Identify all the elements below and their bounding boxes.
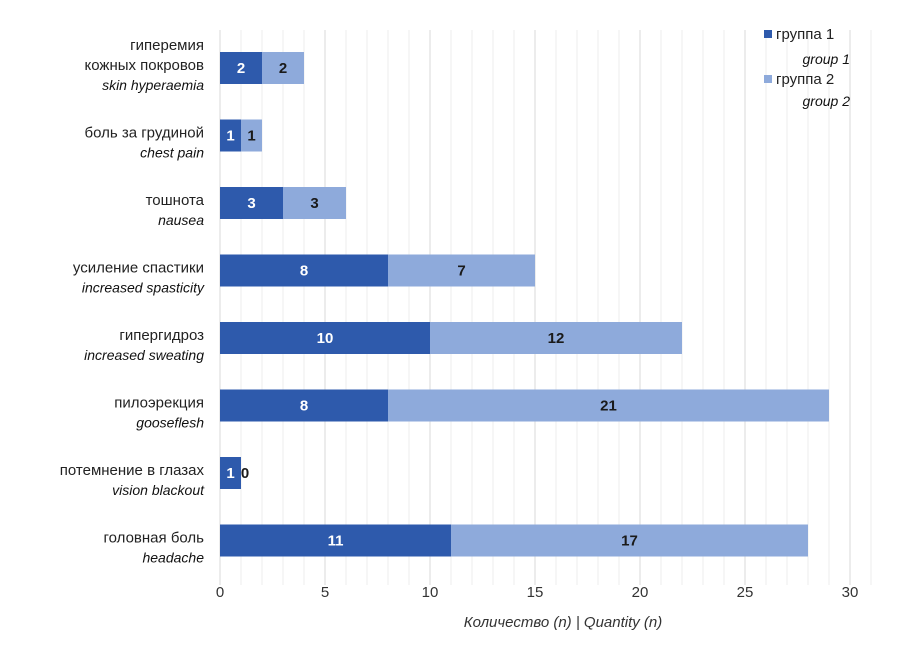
bar-value-label-group-2: 17 [621, 533, 638, 550]
bar-value-label-group-1: 11 [328, 533, 344, 550]
bar-value-label-group-1: 3 [247, 195, 255, 212]
bar-segment-group-1 [220, 457, 241, 489]
legend-label-group-2: группа 2 [776, 71, 834, 88]
x-tick-label: 20 [632, 584, 649, 601]
bar-value-label-group-2: 0 [241, 465, 249, 482]
x-axis-ticks: 0 5 10 15 20 25 30 [216, 584, 859, 601]
bars: 2 21 13 38 710 128 211 011 17 [220, 52, 829, 557]
bar-value-label-group-2: 21 [600, 398, 617, 415]
category-label-ru: гипергидроз [119, 327, 204, 344]
bar-segment-group-2 [451, 524, 808, 557]
bar-segment-group-1 [220, 389, 388, 422]
bar-segment-group-2 [241, 119, 262, 152]
category-label-ru: гиперемия [130, 37, 204, 54]
bar-value-label-group-2: 3 [310, 195, 318, 212]
category-label-en: chest pain [140, 145, 204, 161]
category-label-ru: потемнение в глазах [60, 462, 205, 479]
category-label-en: gooseflesh [136, 415, 204, 431]
bar-value-label-group-1: 2 [237, 60, 245, 77]
category-label-en: skin hyperaemia [102, 77, 204, 93]
legend-label-group-1: группа 1 [776, 26, 834, 43]
category-labels: гиперемия кожных покровов skin hyperaemia б… [60, 37, 205, 566]
category-label-en: increased spasticity [82, 280, 205, 296]
bar-value-label-group-1: 8 [300, 263, 308, 280]
bar-value-label-group-1: 1 [226, 128, 234, 145]
category-label-ru: головная боль [104, 530, 205, 547]
bar-segment-group-2 [283, 187, 346, 219]
bar-value-label-group-2: 1 [247, 128, 255, 145]
bar-value-label-group-1: 8 [300, 398, 308, 415]
category-label-ru: кожных покровов [85, 57, 205, 74]
legend-swatch-group-1 [764, 30, 772, 38]
gridlines [219, 30, 872, 585]
bar-segment-group-2 [388, 254, 535, 287]
category-label-en: vision blackout [112, 482, 205, 498]
bar-value-label-group-2: 2 [279, 60, 287, 77]
x-tick-label: 15 [527, 584, 544, 601]
x-tick-label: 10 [422, 584, 439, 601]
x-tick-label: 25 [737, 584, 754, 601]
bar-segment-group-1 [220, 52, 262, 84]
category-label-ru: усиление спастики [73, 260, 204, 277]
bar-value-label-group-1: 10 [317, 330, 334, 347]
bar-value-label-group-2: 7 [457, 263, 465, 280]
bar-segment-group-2 [430, 322, 682, 354]
x-tick-label: 0 [216, 584, 224, 601]
category-label-en: headache [142, 550, 204, 566]
bar-segment-group-1 [220, 524, 451, 557]
category-label-ru: пилоэрекция [114, 395, 204, 412]
legend-swatch-group-2 [764, 75, 772, 83]
bar-segment-group-1 [220, 322, 430, 354]
category-label-ru: тошнота [146, 192, 205, 209]
x-axis-label: Количество (n) | Quantity (n) [464, 614, 663, 631]
x-tick-label: 30 [842, 584, 859, 601]
bar-segment-group-2 [388, 389, 829, 422]
x-tick-label: 5 [321, 584, 329, 601]
bar-segment-group-2 [262, 52, 304, 84]
legend-label-group-1-en: group 1 [803, 51, 850, 67]
category-label-en: increased sweating [84, 347, 204, 363]
category-label-en: nausea [158, 212, 204, 228]
legend-label-group-2-en: group 2 [803, 93, 851, 109]
bar-value-label-group-1: 1 [226, 465, 234, 482]
bar-value-label-group-2: 12 [548, 330, 565, 347]
category-label-ru: боль за грудиной [84, 125, 204, 142]
legend: группа 1 group 1 группа 2 group 2 [764, 26, 850, 109]
bar-segment-group-1 [220, 254, 388, 287]
bar-segment-group-1 [220, 187, 283, 219]
bar-segment-group-1 [220, 119, 241, 152]
